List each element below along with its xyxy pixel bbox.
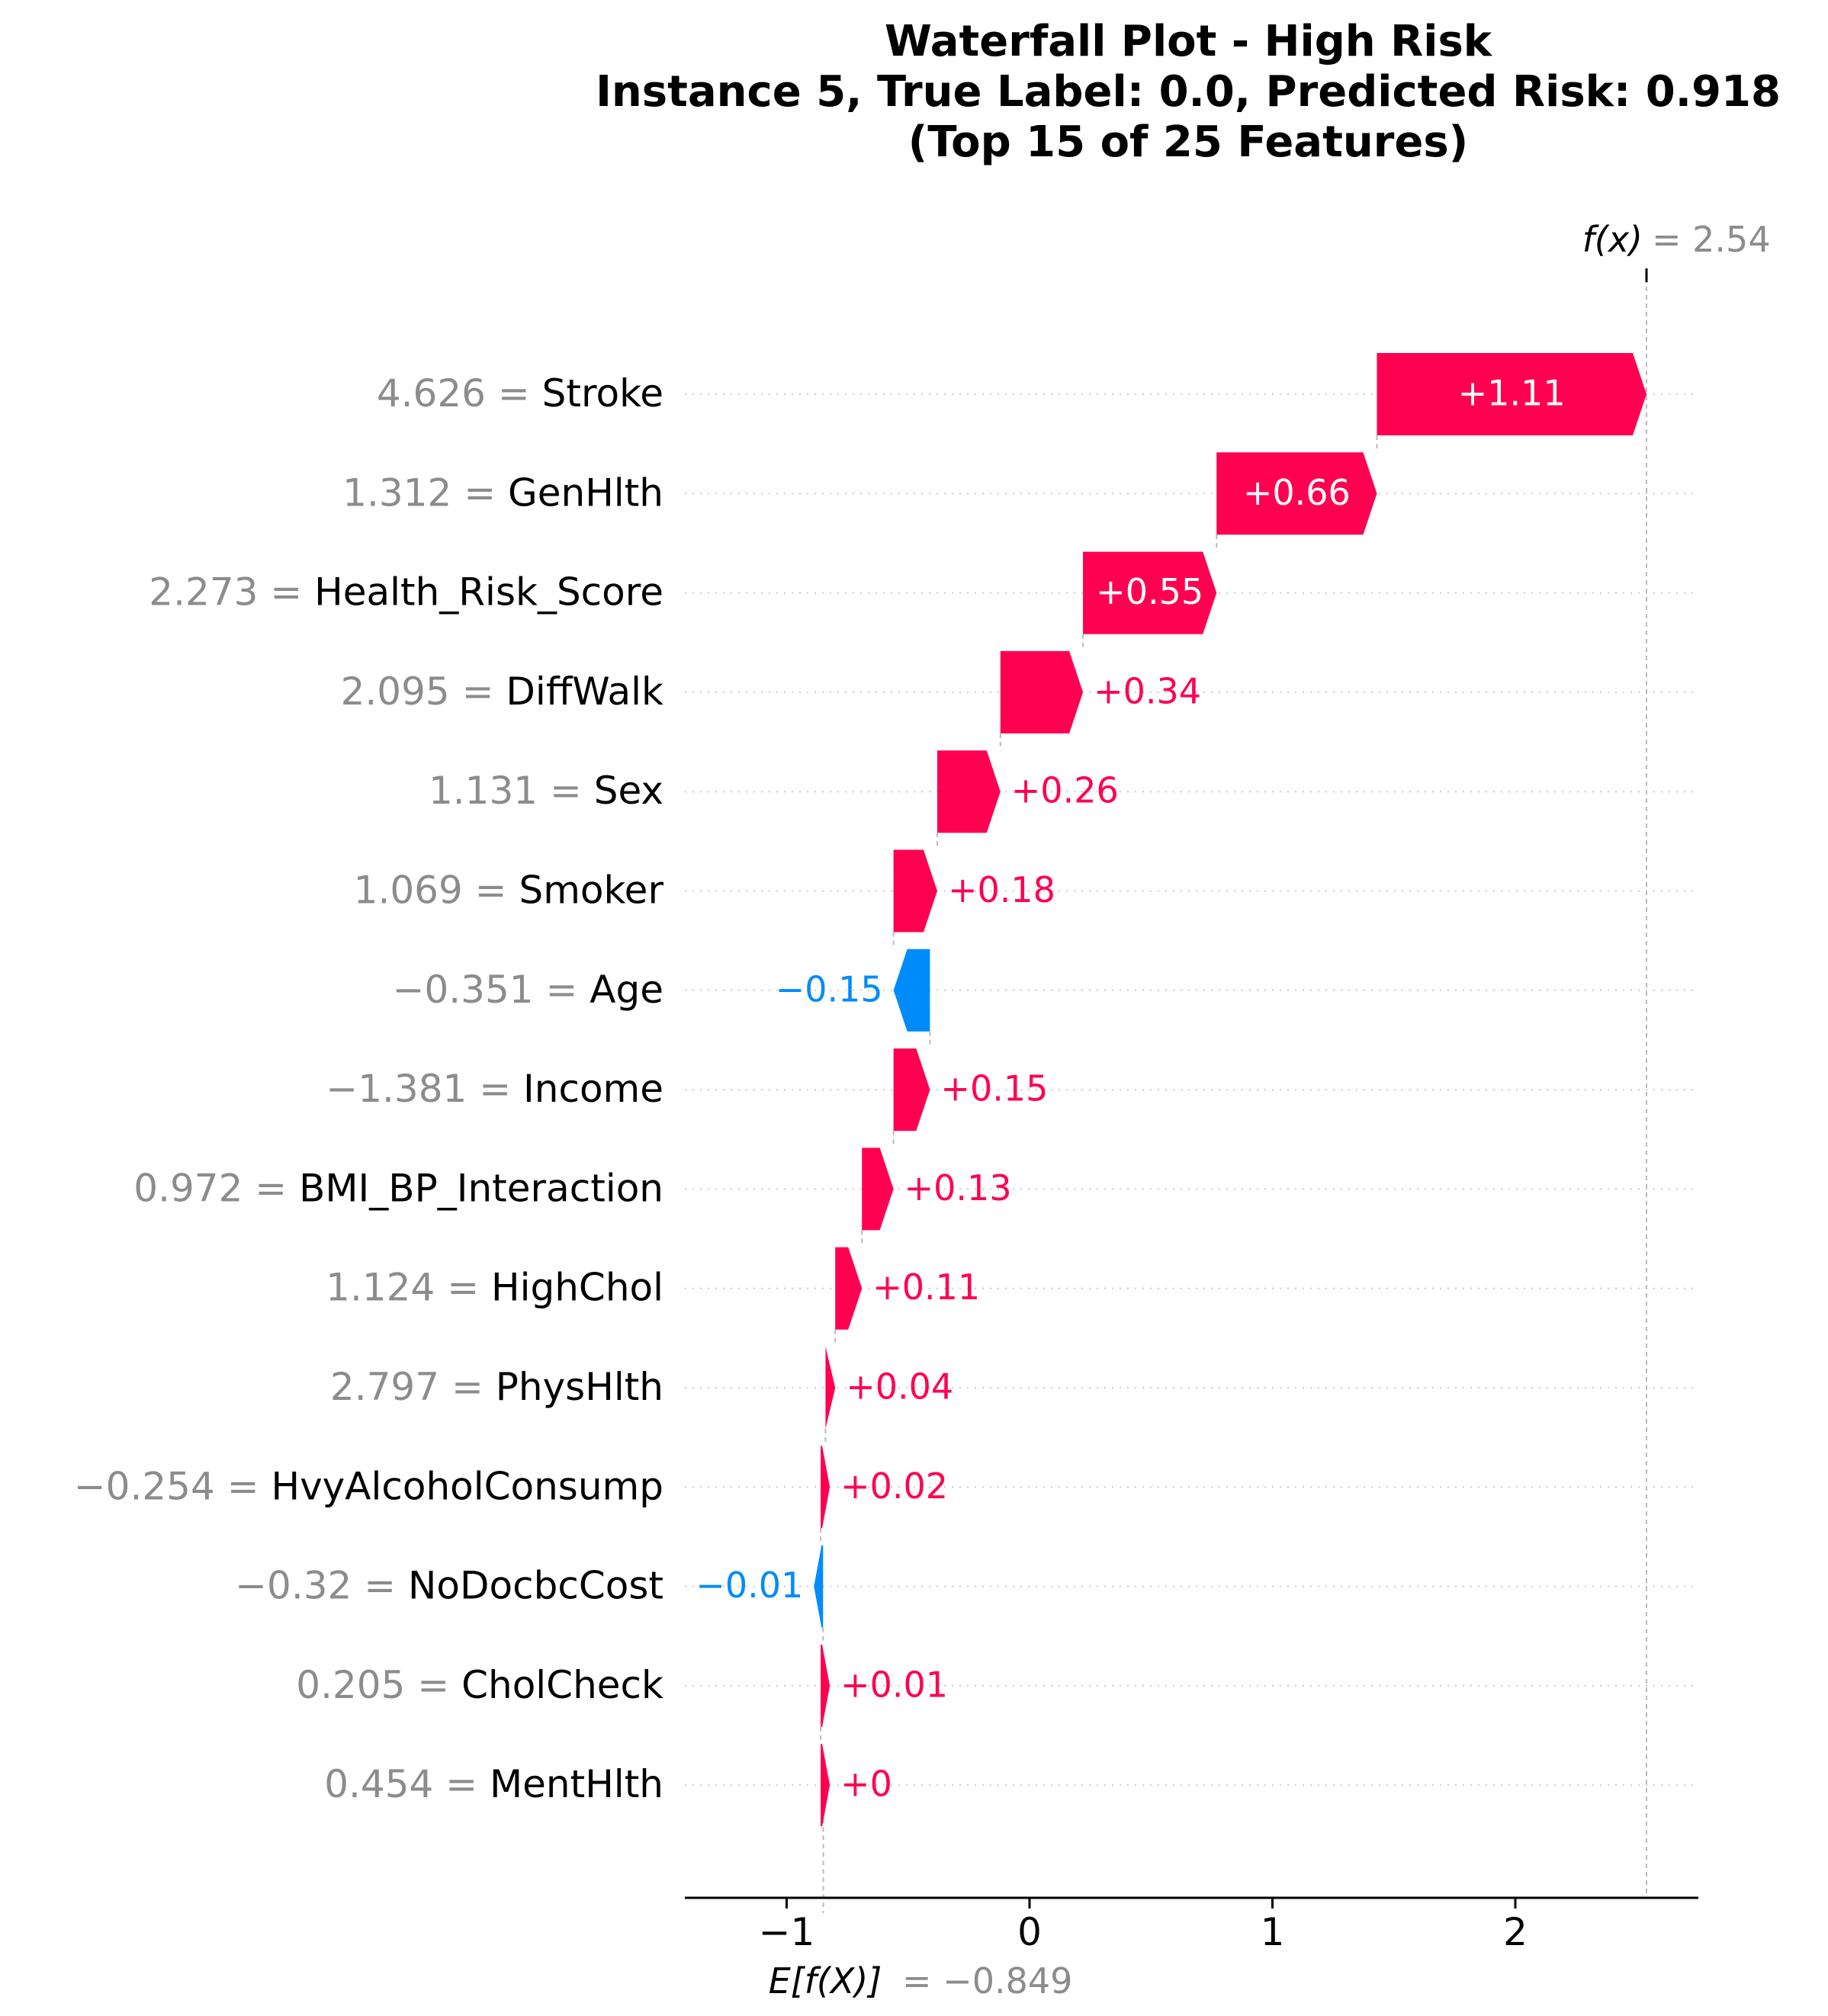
feature-label: 1.069 = Smoker bbox=[354, 868, 664, 912]
bar-value-label: +1.11 bbox=[1458, 373, 1566, 414]
chart-title-line-3: (Top 15 of 25 Features) bbox=[908, 117, 1469, 167]
feature-label: 0.972 = BMI_BP_Interaction bbox=[133, 1166, 663, 1210]
chart-title: Waterfall Plot - High Risk Instance 5, T… bbox=[596, 17, 1781, 167]
feature-label: 2.273 = Health_Risk_Score bbox=[149, 570, 663, 614]
x-tick-label: 2 bbox=[1503, 1910, 1528, 1954]
bar-value-label: +0.18 bbox=[948, 869, 1055, 910]
x-axis: −1 0 1 2 bbox=[685, 1896, 1698, 1954]
bar-value-label: +0.01 bbox=[840, 1664, 948, 1705]
contribution-bar bbox=[1377, 353, 1646, 435]
fx-value: = 2.54 bbox=[1652, 219, 1771, 260]
feature-label: 2.797 = PhysHlth bbox=[330, 1365, 663, 1409]
bar-value-label: +0.04 bbox=[846, 1366, 953, 1408]
contribution-bar bbox=[862, 1148, 894, 1231]
contribution-bar bbox=[835, 1247, 863, 1330]
bar-value-label: +0.26 bbox=[1011, 770, 1119, 811]
contribution-bar bbox=[821, 1744, 830, 1827]
feature-label: −0.351 = Age bbox=[393, 967, 663, 1011]
bar-value-label: +0 bbox=[840, 1764, 892, 1805]
bar-value-label: +0.34 bbox=[1094, 670, 1201, 711]
bar-value-label: +0.11 bbox=[872, 1266, 980, 1308]
feature-labels: 4.626 = Stroke 1.312 = GenHlth 2.273 = Hea… bbox=[74, 371, 664, 1806]
contribution-bar bbox=[1000, 650, 1084, 734]
bar-value-label: +0.15 bbox=[940, 1068, 1048, 1109]
efx-value: = −0.849 bbox=[902, 1960, 1072, 2002]
contribution-bar bbox=[814, 1545, 824, 1628]
contribution-bar bbox=[825, 1347, 836, 1429]
bar-value-label: +0.13 bbox=[904, 1167, 1012, 1209]
contribution-bar bbox=[1216, 452, 1377, 535]
contribution-bar bbox=[893, 849, 937, 933]
chart-title-line-1: Waterfall Plot - High Risk bbox=[885, 17, 1493, 66]
x-tick-label: 0 bbox=[1017, 1910, 1042, 1954]
feature-label: 1.312 = GenHlth bbox=[342, 470, 663, 515]
contribution-bar bbox=[821, 1644, 830, 1727]
bar-value-label: +0.02 bbox=[840, 1465, 948, 1507]
feature-label: 1.124 = HighChol bbox=[326, 1265, 663, 1309]
contribution-bar bbox=[936, 750, 1001, 833]
bar-value-label: −0.15 bbox=[776, 968, 883, 1010]
contribution-bar bbox=[893, 949, 930, 1032]
feature-label: 1.131 = Sex bbox=[429, 769, 663, 813]
feature-label: 4.626 = Stroke bbox=[377, 371, 663, 416]
feature-label: −0.32 = NoDocbcCost bbox=[235, 1563, 663, 1607]
feature-label: −1.381 = Income bbox=[326, 1067, 663, 1111]
feature-label: 0.205 = CholCheck bbox=[296, 1662, 663, 1706]
value-annotations: f(x) = 2.54 E[f(X)] = −0.849 bbox=[769, 219, 1771, 2002]
fx-label: f(x) bbox=[1582, 219, 1643, 260]
feature-label: 0.454 = MentHlth bbox=[324, 1762, 663, 1806]
contribution-bar bbox=[1083, 551, 1217, 634]
bar-value-label: −0.01 bbox=[696, 1565, 803, 1606]
contribution-bars: +1.11 +0.66 +0.55 +0.34 +0.26 +0.18 −0.15 +0.15… bbox=[696, 353, 1646, 1827]
contribution-bar bbox=[821, 1446, 830, 1529]
efx-label: E[f(X)] bbox=[769, 1960, 882, 2002]
x-tick-label: 1 bbox=[1261, 1910, 1285, 1954]
x-tick-label: −1 bbox=[759, 1910, 815, 1954]
feature-label: −0.254 = HvyAlcoholConsump bbox=[74, 1464, 663, 1508]
bar-value-label: +0.66 bbox=[1243, 472, 1351, 513]
contribution-bar bbox=[893, 1048, 930, 1132]
chart-title-line-2: Instance 5, True Label: 0.0, Predicted R… bbox=[596, 67, 1781, 117]
feature-label: 2.095 = DiffWalk bbox=[341, 669, 663, 713]
bar-value-label: +0.55 bbox=[1096, 571, 1203, 612]
